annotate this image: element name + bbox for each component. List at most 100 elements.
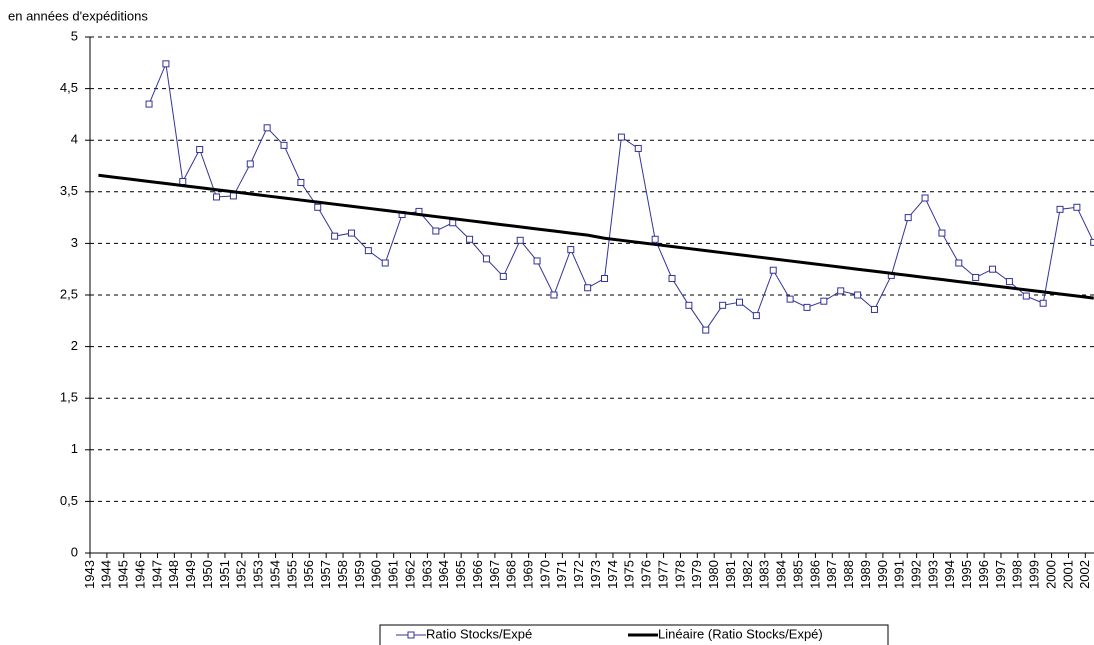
series-line (148, 61, 1094, 331)
x-tick-label: 1973 (588, 560, 603, 589)
x-tick-label: 1947 (149, 560, 164, 589)
y-tick-label: 5 (71, 28, 78, 43)
x-tick-label: 1993 (925, 560, 940, 589)
x-tick-label: 1999 (1027, 560, 1042, 589)
x-tick-label: 1949 (183, 560, 198, 589)
point-marker (938, 229, 946, 237)
x-tick-label: 1991 (892, 560, 907, 589)
point-marker (601, 274, 609, 282)
point-marker (331, 232, 339, 240)
x-tick-label: 1998 (1010, 560, 1025, 589)
x-tick-label: 1985 (790, 560, 805, 589)
x-tick-label: 1955 (284, 560, 299, 589)
point-marker (651, 235, 659, 243)
y-axis-label: en années d'expéditions (8, 8, 148, 23)
point-marker (314, 203, 322, 211)
point-marker (921, 194, 929, 202)
legend: Ratio Stocks/Expé Linéaire (Ratio Stocks/… (379, 624, 889, 645)
x-tick-label: 1952 (234, 560, 249, 589)
point-marker (482, 255, 490, 263)
point-marker (904, 214, 912, 222)
point-marker (1005, 278, 1013, 286)
point-marker (769, 266, 777, 274)
x-tick-label: 1980 (706, 560, 721, 589)
x-tick-label: 1975 (622, 560, 637, 589)
point-marker (702, 326, 710, 334)
x-tick-label: 1986 (807, 560, 822, 589)
x-tick-label: 1943 (82, 560, 97, 589)
x-tick-label: 1958 (335, 560, 350, 589)
point-marker (1073, 203, 1081, 211)
point-marker (820, 297, 828, 305)
x-tick-label: 1953 (251, 560, 266, 589)
point-marker (870, 305, 878, 313)
point-marker (246, 160, 254, 168)
x-tick-label: 1966 (470, 560, 485, 589)
point-marker (786, 295, 794, 303)
point-marker (803, 303, 811, 311)
x-tick-label: 1948 (166, 560, 181, 589)
point-marker (719, 301, 727, 309)
y-tick-label: 2,5 (60, 286, 78, 301)
x-tick-label: 1965 (453, 560, 468, 589)
x-tick-label: 1957 (318, 560, 333, 589)
point-marker (1039, 299, 1047, 307)
point-marker (499, 272, 507, 280)
x-tick-label: 1977 (655, 560, 670, 589)
x-tick-label: 1964 (436, 560, 451, 589)
point-marker (179, 177, 187, 185)
x-tick-label: 1984 (774, 560, 789, 589)
point-marker (213, 193, 221, 201)
point-marker (854, 291, 862, 299)
x-tick-label: 1982 (740, 560, 755, 589)
x-tick-label: 1974 (605, 560, 620, 589)
point-marker (550, 291, 558, 299)
x-tick-label: 1944 (99, 560, 114, 589)
point-marker (972, 273, 980, 281)
point-marker (1056, 205, 1064, 213)
x-tick-label: 1994 (942, 560, 957, 589)
x-tick-label: 1959 (352, 560, 367, 589)
x-tick-label: 1997 (993, 560, 1008, 589)
point-marker (735, 298, 743, 306)
y-tick-label: 0,5 (60, 493, 78, 508)
y-tick-label: 1,5 (60, 390, 78, 405)
point-marker (297, 179, 305, 187)
legend-label: Linéaire (Ratio Stocks/Expé) (658, 626, 823, 641)
legend-label: Ratio Stocks/Expé (426, 626, 532, 641)
x-tick-label: 1988 (841, 560, 856, 589)
x-tick-label: 1981 (723, 560, 738, 589)
x-tick-label: 1962 (402, 560, 417, 589)
x-tick-label: 2000 (1043, 560, 1058, 589)
x-tick-label: 1990 (875, 560, 890, 589)
point-marker (752, 312, 760, 320)
x-tick-label: 1996 (976, 560, 991, 589)
point-marker (449, 219, 457, 227)
point-marker (381, 259, 389, 267)
x-tick-label: 2001 (1060, 560, 1075, 589)
x-tick-label: 1989 (858, 560, 873, 589)
x-tick-label: 1983 (757, 560, 772, 589)
x-tick-label: 1954 (267, 560, 282, 589)
point-marker (145, 100, 153, 108)
y-tick-label: 1 (71, 441, 78, 456)
y-tick-label: 3,5 (60, 183, 78, 198)
x-tick-label: 1968 (504, 560, 519, 589)
x-tick-label: 1951 (217, 560, 232, 589)
point-marker (280, 141, 288, 149)
point-marker (685, 301, 693, 309)
y-tick-label: 3 (71, 235, 78, 250)
point-marker (837, 287, 845, 295)
x-tick-label: 1971 (554, 560, 569, 589)
point-marker (584, 284, 592, 292)
x-tick-label: 1976 (639, 560, 654, 589)
point-marker (229, 192, 237, 200)
x-tick-label: 1992 (909, 560, 924, 589)
x-tick-label: 1961 (386, 560, 401, 589)
point-marker (668, 274, 676, 282)
y-tick-label: 2 (71, 338, 78, 353)
point-marker (162, 60, 170, 68)
point-marker (1022, 292, 1030, 300)
